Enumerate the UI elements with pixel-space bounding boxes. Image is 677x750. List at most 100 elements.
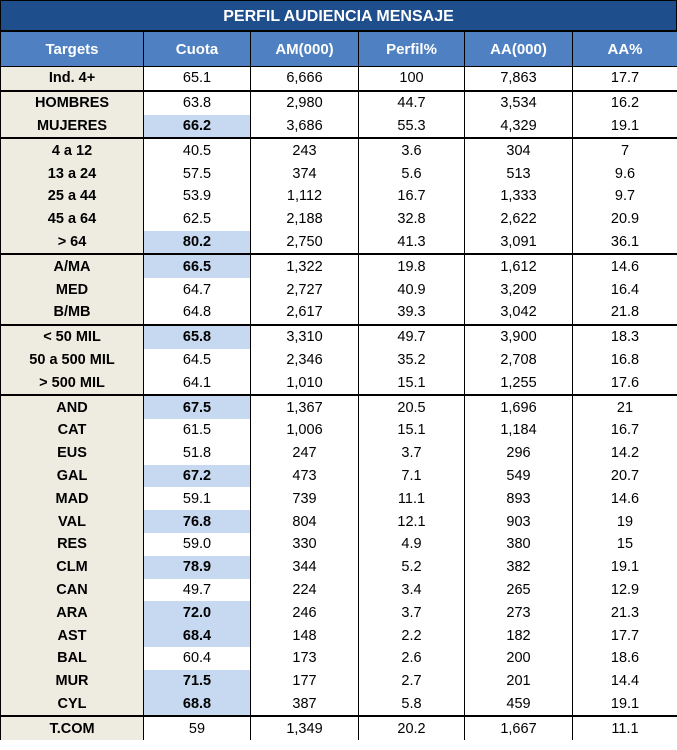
cell: 21.8 bbox=[572, 300, 677, 326]
cell: 19.1 bbox=[572, 114, 677, 140]
cell: 3.6 bbox=[358, 138, 465, 163]
cell: 59.1 bbox=[143, 487, 251, 511]
table-row: T.COM 59 1,349 20.2 1,667 11.1 bbox=[0, 716, 677, 741]
cell: 19.1 bbox=[572, 555, 677, 579]
cell: 177 bbox=[250, 669, 359, 693]
cell: 2,727 bbox=[250, 278, 359, 301]
cell: 32.8 bbox=[358, 207, 465, 231]
row-label: MUR bbox=[0, 669, 144, 693]
cell: 16.4 bbox=[572, 278, 677, 301]
cell: 1,184 bbox=[464, 418, 573, 442]
cell: 80.2 bbox=[143, 230, 251, 256]
cell: 200 bbox=[464, 646, 573, 670]
cell: 19 bbox=[572, 510, 677, 533]
cell: 3,310 bbox=[250, 324, 359, 349]
column-header: Targets bbox=[0, 31, 144, 67]
cell: 3,534 bbox=[464, 90, 573, 115]
cell: 17.6 bbox=[572, 371, 677, 397]
cell: 20.9 bbox=[572, 207, 677, 231]
table-row: BAL 60.4 173 2.6 200 18.6 bbox=[0, 646, 677, 670]
table-row: 50 a 500 MIL 64.5 2,346 35.2 2,708 16.8 bbox=[0, 348, 677, 372]
cell: 3,900 bbox=[464, 324, 573, 349]
row-label: < 50 MIL bbox=[0, 324, 144, 349]
table-row: B/MB 64.8 2,617 39.3 3,042 21.8 bbox=[0, 300, 677, 326]
row-label: GAL bbox=[0, 464, 144, 488]
row-label: 45 a 64 bbox=[0, 207, 144, 231]
row-label: AST bbox=[0, 624, 144, 647]
table-row: CAT 61.5 1,006 15.1 1,184 16.7 bbox=[0, 418, 677, 442]
row-label: 13 a 24 bbox=[0, 162, 144, 185]
column-header: AA(000) bbox=[464, 31, 573, 67]
table-row: HOMBRES 63.8 2,980 44.7 3,534 16.2 bbox=[0, 90, 677, 115]
cell: 14.4 bbox=[572, 669, 677, 693]
row-label: MUJERES bbox=[0, 114, 144, 140]
cell: 330 bbox=[250, 532, 359, 556]
row-label: MAD bbox=[0, 487, 144, 511]
cell: 2,708 bbox=[464, 348, 573, 372]
cell: 64.7 bbox=[143, 278, 251, 301]
table-row: MAD 59.1 739 11.1 893 14.6 bbox=[0, 487, 677, 511]
cell: 76.8 bbox=[143, 510, 251, 533]
cell: 273 bbox=[464, 601, 573, 625]
cell: 49.7 bbox=[358, 324, 465, 349]
row-label: A/MA bbox=[0, 254, 144, 279]
cell: 2,188 bbox=[250, 207, 359, 231]
cell: 2.7 bbox=[358, 669, 465, 693]
row-label: ARA bbox=[0, 601, 144, 625]
cell: 72.0 bbox=[143, 601, 251, 625]
cell: 16.7 bbox=[358, 184, 465, 208]
cell: 2,980 bbox=[250, 90, 359, 115]
cell: 14.2 bbox=[572, 441, 677, 465]
cell: 63.8 bbox=[143, 90, 251, 115]
cell: 11.1 bbox=[572, 716, 677, 741]
cell: 2,622 bbox=[464, 207, 573, 231]
cell: 1,006 bbox=[250, 418, 359, 442]
cell: 4.9 bbox=[358, 532, 465, 556]
cell: 67.2 bbox=[143, 464, 251, 488]
table-row: A/MA 66.5 1,322 19.8 1,612 14.6 bbox=[0, 254, 677, 279]
table-body: Ind. 4+ 65.1 6,666 100 7,863 17.7 HOMBRES 63.8 2… bbox=[0, 66, 677, 741]
row-label: CLM bbox=[0, 555, 144, 579]
row-label: 4 a 12 bbox=[0, 138, 144, 163]
cell: 804 bbox=[250, 510, 359, 533]
cell: 5.8 bbox=[358, 692, 465, 718]
row-label: RES bbox=[0, 532, 144, 556]
cell: 9.7 bbox=[572, 184, 677, 208]
cell: 7 bbox=[572, 138, 677, 163]
cell: 49.7 bbox=[143, 578, 251, 602]
cell: 224 bbox=[250, 578, 359, 602]
cell: 71.5 bbox=[143, 669, 251, 693]
cell: 246 bbox=[250, 601, 359, 625]
cell: 20.7 bbox=[572, 464, 677, 488]
cell: 304 bbox=[464, 138, 573, 163]
cell: 59.0 bbox=[143, 532, 251, 556]
cell: 201 bbox=[464, 669, 573, 693]
table-row: CLM 78.9 344 5.2 382 19.1 bbox=[0, 555, 677, 579]
row-label: T.COM bbox=[0, 716, 144, 741]
cell: 3.7 bbox=[358, 441, 465, 465]
cell: 16.7 bbox=[572, 418, 677, 442]
cell: 513 bbox=[464, 162, 573, 185]
cell: 14.6 bbox=[572, 254, 677, 279]
table-row: MUR 71.5 177 2.7 201 14.4 bbox=[0, 669, 677, 693]
cell: 15.1 bbox=[358, 418, 465, 442]
cell: 35.2 bbox=[358, 348, 465, 372]
cell: 1,696 bbox=[464, 395, 573, 419]
cell: 20.5 bbox=[358, 395, 465, 419]
table-row: ARA 72.0 246 3.7 273 21.3 bbox=[0, 601, 677, 625]
table-row: EUS 51.8 247 3.7 296 14.2 bbox=[0, 441, 677, 465]
cell: 1,612 bbox=[464, 254, 573, 279]
cell: 12.9 bbox=[572, 578, 677, 602]
cell: 60.4 bbox=[143, 646, 251, 670]
cell: 473 bbox=[250, 464, 359, 488]
cell: 100 bbox=[358, 66, 465, 92]
table-row: 45 a 64 62.5 2,188 32.8 2,622 20.9 bbox=[0, 207, 677, 231]
table-row: 4 a 12 40.5 243 3.6 304 7 bbox=[0, 138, 677, 163]
cell: 78.9 bbox=[143, 555, 251, 579]
cell: 893 bbox=[464, 487, 573, 511]
cell: 16.2 bbox=[572, 90, 677, 115]
row-label: Ind. 4+ bbox=[0, 66, 144, 92]
cell: 57.5 bbox=[143, 162, 251, 185]
cell: 4,329 bbox=[464, 114, 573, 140]
column-header: AA% bbox=[572, 31, 677, 67]
